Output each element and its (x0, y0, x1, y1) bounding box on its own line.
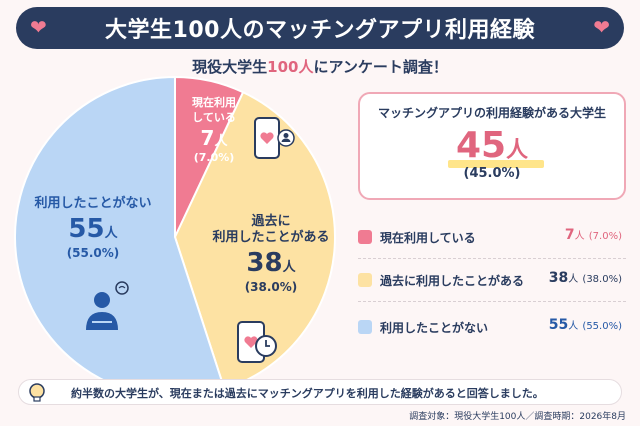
legend-unit: 人 (568, 321, 579, 332)
legend-swatch (358, 273, 372, 287)
slice-unit: 人 (282, 260, 296, 275)
callout-unit: 人 (506, 138, 529, 163)
legend-percent: (7.0%) (588, 231, 622, 242)
slice-value: 55 (68, 214, 105, 244)
legend-percent: (55.0%) (582, 321, 622, 332)
legend-unit: 人 (568, 274, 579, 285)
chart-title: 大学生100人のマッチングアプリ利用経験 (105, 18, 535, 43)
slice-percent: (38.0%) (244, 280, 298, 294)
callout-value: 45 (455, 125, 507, 166)
callout-title: マッチングアプリの利用経験がある大学生 (377, 106, 606, 120)
survey-footnote: 調査対象：現役大学生100人／調査時期：2026年8月 (409, 412, 626, 422)
legend-label: 利用したことがない (380, 321, 489, 335)
slice-unit: 人 (214, 134, 228, 149)
heart-icon: ❤ (593, 15, 610, 39)
lightbulb-icon (29, 383, 45, 402)
slice-label-name: 利用したことがある (212, 230, 330, 245)
legend-divider (358, 258, 626, 259)
slice-value: 7 (200, 126, 215, 150)
phone-heart-icon (254, 117, 295, 159)
legend-value: 7 (564, 227, 575, 243)
note-text: 約半数の大学生が、現在または過去にマッチングアプリを利用した経験があると回答しま… (71, 387, 544, 400)
slice-label-name: している (192, 111, 236, 124)
heart-icon: ❤ (30, 15, 47, 39)
callout-percent: (45.0%) (463, 166, 521, 181)
subtitle-highlight: 100人 (267, 58, 314, 76)
title-banner: ❤ 大学生100人のマッチングアプリ利用経験 ❤ (16, 7, 624, 49)
slice-percent: (7.0%) (193, 151, 235, 164)
legend-item-current: 現在利用している 7人 (7.0%) (358, 227, 626, 247)
slice-label-current: 現在利用 している 7人 (7.0%) (178, 95, 250, 164)
slice-label-name: 過去に (251, 214, 291, 229)
phone-clock-icon (237, 321, 277, 363)
legend-label: 過去に利用したことがある (380, 274, 525, 288)
slice-percent: (55.0%) (66, 246, 120, 260)
slice-label-name: 利用したことがない (34, 196, 152, 211)
slice-unit: 人 (104, 226, 118, 241)
legend-percent: (38.0%) (582, 274, 622, 285)
slice-label-never: 利用したことがない 55人 (55.0%) (18, 196, 168, 260)
legend-value: 55 (548, 317, 569, 333)
slice-label-past: 過去に 利用したことがある 38人 (38.0%) (196, 214, 346, 294)
slice-label-name: 現在利用 (192, 96, 236, 109)
subtitle-pre: 現役大学生 (192, 58, 268, 76)
legend-value: 38 (548, 270, 569, 286)
thinking-person-icon (86, 281, 129, 330)
pie-slice-past (173, 90, 336, 391)
subtitle-post: にアンケート調査！ (313, 58, 448, 76)
legend-swatch (358, 320, 372, 334)
legend-swatch (358, 230, 372, 244)
chart-subtitle: 現役大学生100人にアンケート調査！ (0, 56, 640, 77)
slice-value: 38 (246, 248, 283, 278)
legend-divider (358, 301, 626, 302)
legend-unit: 人 (574, 231, 585, 242)
summary-callout: マッチングアプリの利用経験がある大学生 45人 (45.0%) (358, 92, 626, 200)
legend-item-past: 過去に利用したことがある 38人 (38.0%) (358, 270, 626, 290)
summary-note: 約半数の大学生が、現在または過去にマッチングアプリを利用した経験があると回答しま… (18, 379, 622, 405)
legend-item-never: 利用したことがない 55人 (55.0%) (358, 317, 626, 337)
legend-label: 現在利用している (380, 231, 476, 245)
callout-highlight (448, 160, 544, 168)
